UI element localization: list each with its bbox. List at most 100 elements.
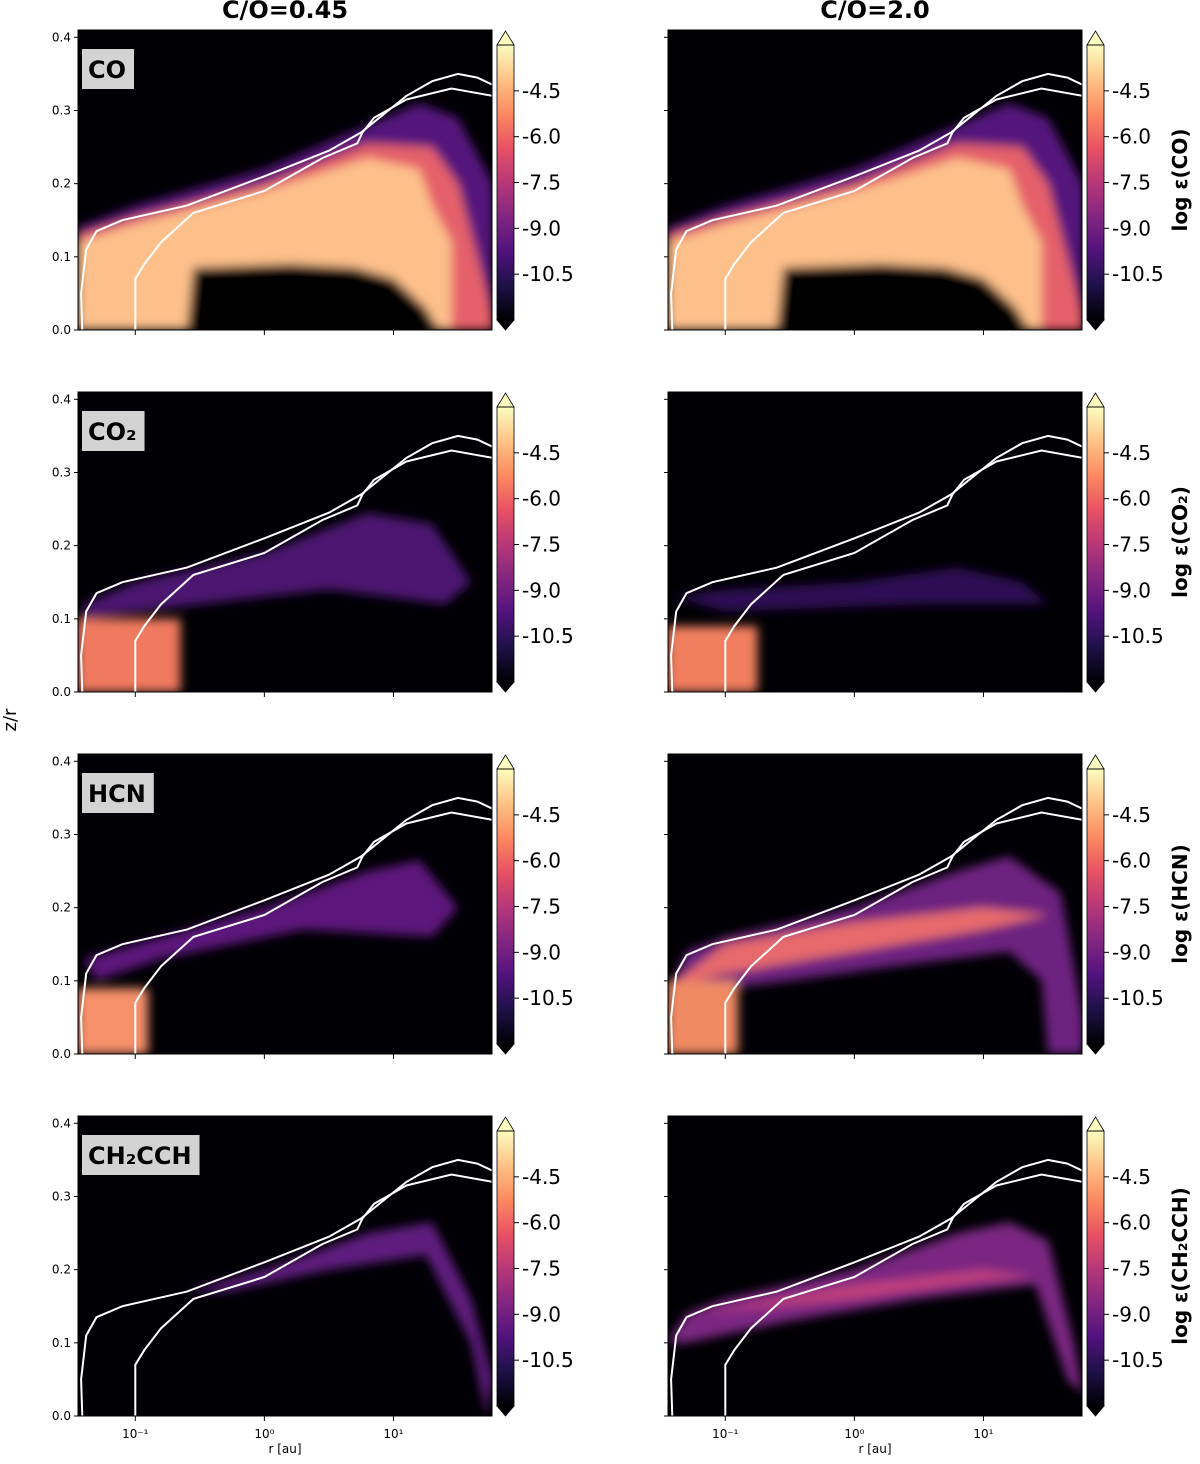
y-tick-label: 0.4 — [52, 1116, 71, 1130]
contour-line — [724, 811, 1082, 1054]
y-tick-label: 0.3 — [52, 465, 71, 479]
y-tick-label: 0.2 — [52, 539, 71, 553]
colorbar — [1087, 1131, 1104, 1406]
x-tick-label: 10⁻¹ — [122, 1427, 149, 1441]
colorbar-extend — [496, 1043, 515, 1055]
colorbar — [1087, 769, 1104, 1044]
colorbar-tick-label: -6.0 — [1112, 125, 1151, 149]
abundance-field — [186, 1222, 492, 1416]
colorbar-tick-label: -7.5 — [522, 1257, 561, 1281]
y-tick-label: 0.3 — [52, 103, 71, 117]
y-tick-label: 0.3 — [52, 827, 71, 841]
abundance-field — [78, 103, 492, 330]
plot-frame — [77, 391, 493, 693]
colorbar-tick-label: -7.5 — [1112, 895, 1151, 919]
contour-line — [80, 434, 492, 692]
species-label-box — [82, 411, 145, 451]
contour-line — [134, 1173, 492, 1416]
y-tick-label: 0.3 — [52, 1189, 71, 1203]
plot-area — [668, 754, 1082, 1054]
abundance-region — [78, 618, 181, 692]
colorbar-label: log ε(CO₂) — [1168, 486, 1192, 598]
species-label: CO₂ — [88, 418, 137, 446]
colorbar-tick-label: -4.5 — [1112, 1165, 1151, 1189]
plot-frame — [77, 753, 493, 1055]
colorbar-tick-label: -10.5 — [522, 986, 574, 1010]
contour-line — [670, 72, 1082, 330]
contour-line — [724, 87, 1082, 330]
plot-frame — [77, 29, 493, 331]
colorbar-tick-label: -4.5 — [522, 803, 561, 827]
species-label: HCN — [88, 780, 146, 808]
contour-line — [134, 449, 492, 692]
colorbar-tick-label: -10.5 — [1112, 1348, 1164, 1372]
y-tick-label: 0.1 — [52, 1336, 71, 1350]
abundance-region — [673, 567, 1048, 612]
colorbar — [1087, 407, 1104, 682]
plot-area — [78, 30, 492, 330]
colorbar-tick-label: -9.0 — [1112, 1302, 1151, 1326]
colorbar-tick-label: -10.5 — [522, 262, 574, 286]
colorbar-tick-label: -4.5 — [522, 79, 561, 103]
colorbar-tick-label: -9.0 — [522, 216, 561, 240]
y-tick-label: 0.2 — [52, 177, 71, 191]
x-tick-label: 10⁰ — [844, 1427, 864, 1441]
plot-frame — [667, 1115, 1083, 1417]
colorbar-tick-label: -10.5 — [1112, 262, 1164, 286]
column-title: C/O=0.45 — [222, 0, 348, 24]
y-tick-label: 0.4 — [52, 392, 71, 406]
colorbar-label: log ε(CH₂CCH) — [1168, 1187, 1192, 1345]
y-tick-label: 0.0 — [52, 323, 71, 337]
colorbar-tick-label: -4.5 — [1112, 803, 1151, 827]
abundance-field — [668, 856, 1082, 1054]
colorbar-tick-label: -9.0 — [1112, 216, 1151, 240]
colorbar-extend — [496, 30, 515, 46]
species-label: CO — [88, 56, 126, 84]
colorbar-tick-label: -9.0 — [522, 1302, 561, 1326]
y-tick-label: 0.1 — [52, 974, 71, 988]
abundance-region — [668, 1222, 1082, 1394]
colorbar-tick-label: -6.0 — [522, 849, 561, 873]
colorbar — [497, 45, 514, 320]
colorbar — [1087, 45, 1104, 320]
x-tick-label: 10⁻¹ — [712, 1427, 739, 1441]
colorbar-tick-label: -9.0 — [522, 578, 561, 602]
colorbar-extend — [1086, 1405, 1105, 1417]
colorbar-tick-label: -6.0 — [1112, 1211, 1151, 1235]
abundance-region — [668, 907, 1048, 988]
y-tick-label: 0.2 — [52, 901, 71, 915]
contour-line — [80, 796, 492, 1054]
colorbar-tick-label: -7.5 — [1112, 1257, 1151, 1281]
colorbar-extend — [496, 681, 515, 693]
species-label: CH₂CCH — [88, 1142, 192, 1170]
colorbar-extend — [1086, 392, 1105, 408]
y-tick-label: 0.1 — [52, 612, 71, 626]
colorbar-tick-label: -7.5 — [522, 171, 561, 195]
abundance-region — [668, 626, 758, 692]
colorbar-tick-label: -4.5 — [522, 441, 561, 465]
colorbar-extend — [496, 392, 515, 408]
abundance-field — [668, 103, 1082, 330]
plot-frame — [667, 753, 1083, 1055]
y-tick-label: 0.0 — [52, 1047, 71, 1061]
colorbar-extend — [1086, 681, 1105, 693]
colorbar-tick-label: -6.0 — [522, 125, 561, 149]
abundance-region — [78, 988, 149, 1054]
contour-line — [670, 434, 1082, 692]
colorbar-tick-label: -6.0 — [1112, 487, 1151, 511]
contour-line — [724, 449, 1082, 692]
colorbar — [497, 1131, 514, 1406]
plot-frame — [667, 391, 1083, 693]
colorbar-tick-label: -7.5 — [1112, 533, 1151, 557]
colorbar-tick-label: -9.0 — [522, 940, 561, 964]
plot-area — [668, 1116, 1082, 1416]
abundance-field — [668, 567, 1048, 692]
colorbar-extend — [1086, 319, 1105, 331]
species-label-box — [82, 773, 154, 813]
abundance-region — [668, 980, 739, 1054]
colorbar-extend — [1086, 754, 1105, 770]
abundance-region — [186, 1222, 492, 1416]
colorbar-extend — [1086, 1043, 1105, 1055]
abundance-field — [78, 512, 471, 692]
x-axis-label: r [au] — [268, 1442, 301, 1456]
